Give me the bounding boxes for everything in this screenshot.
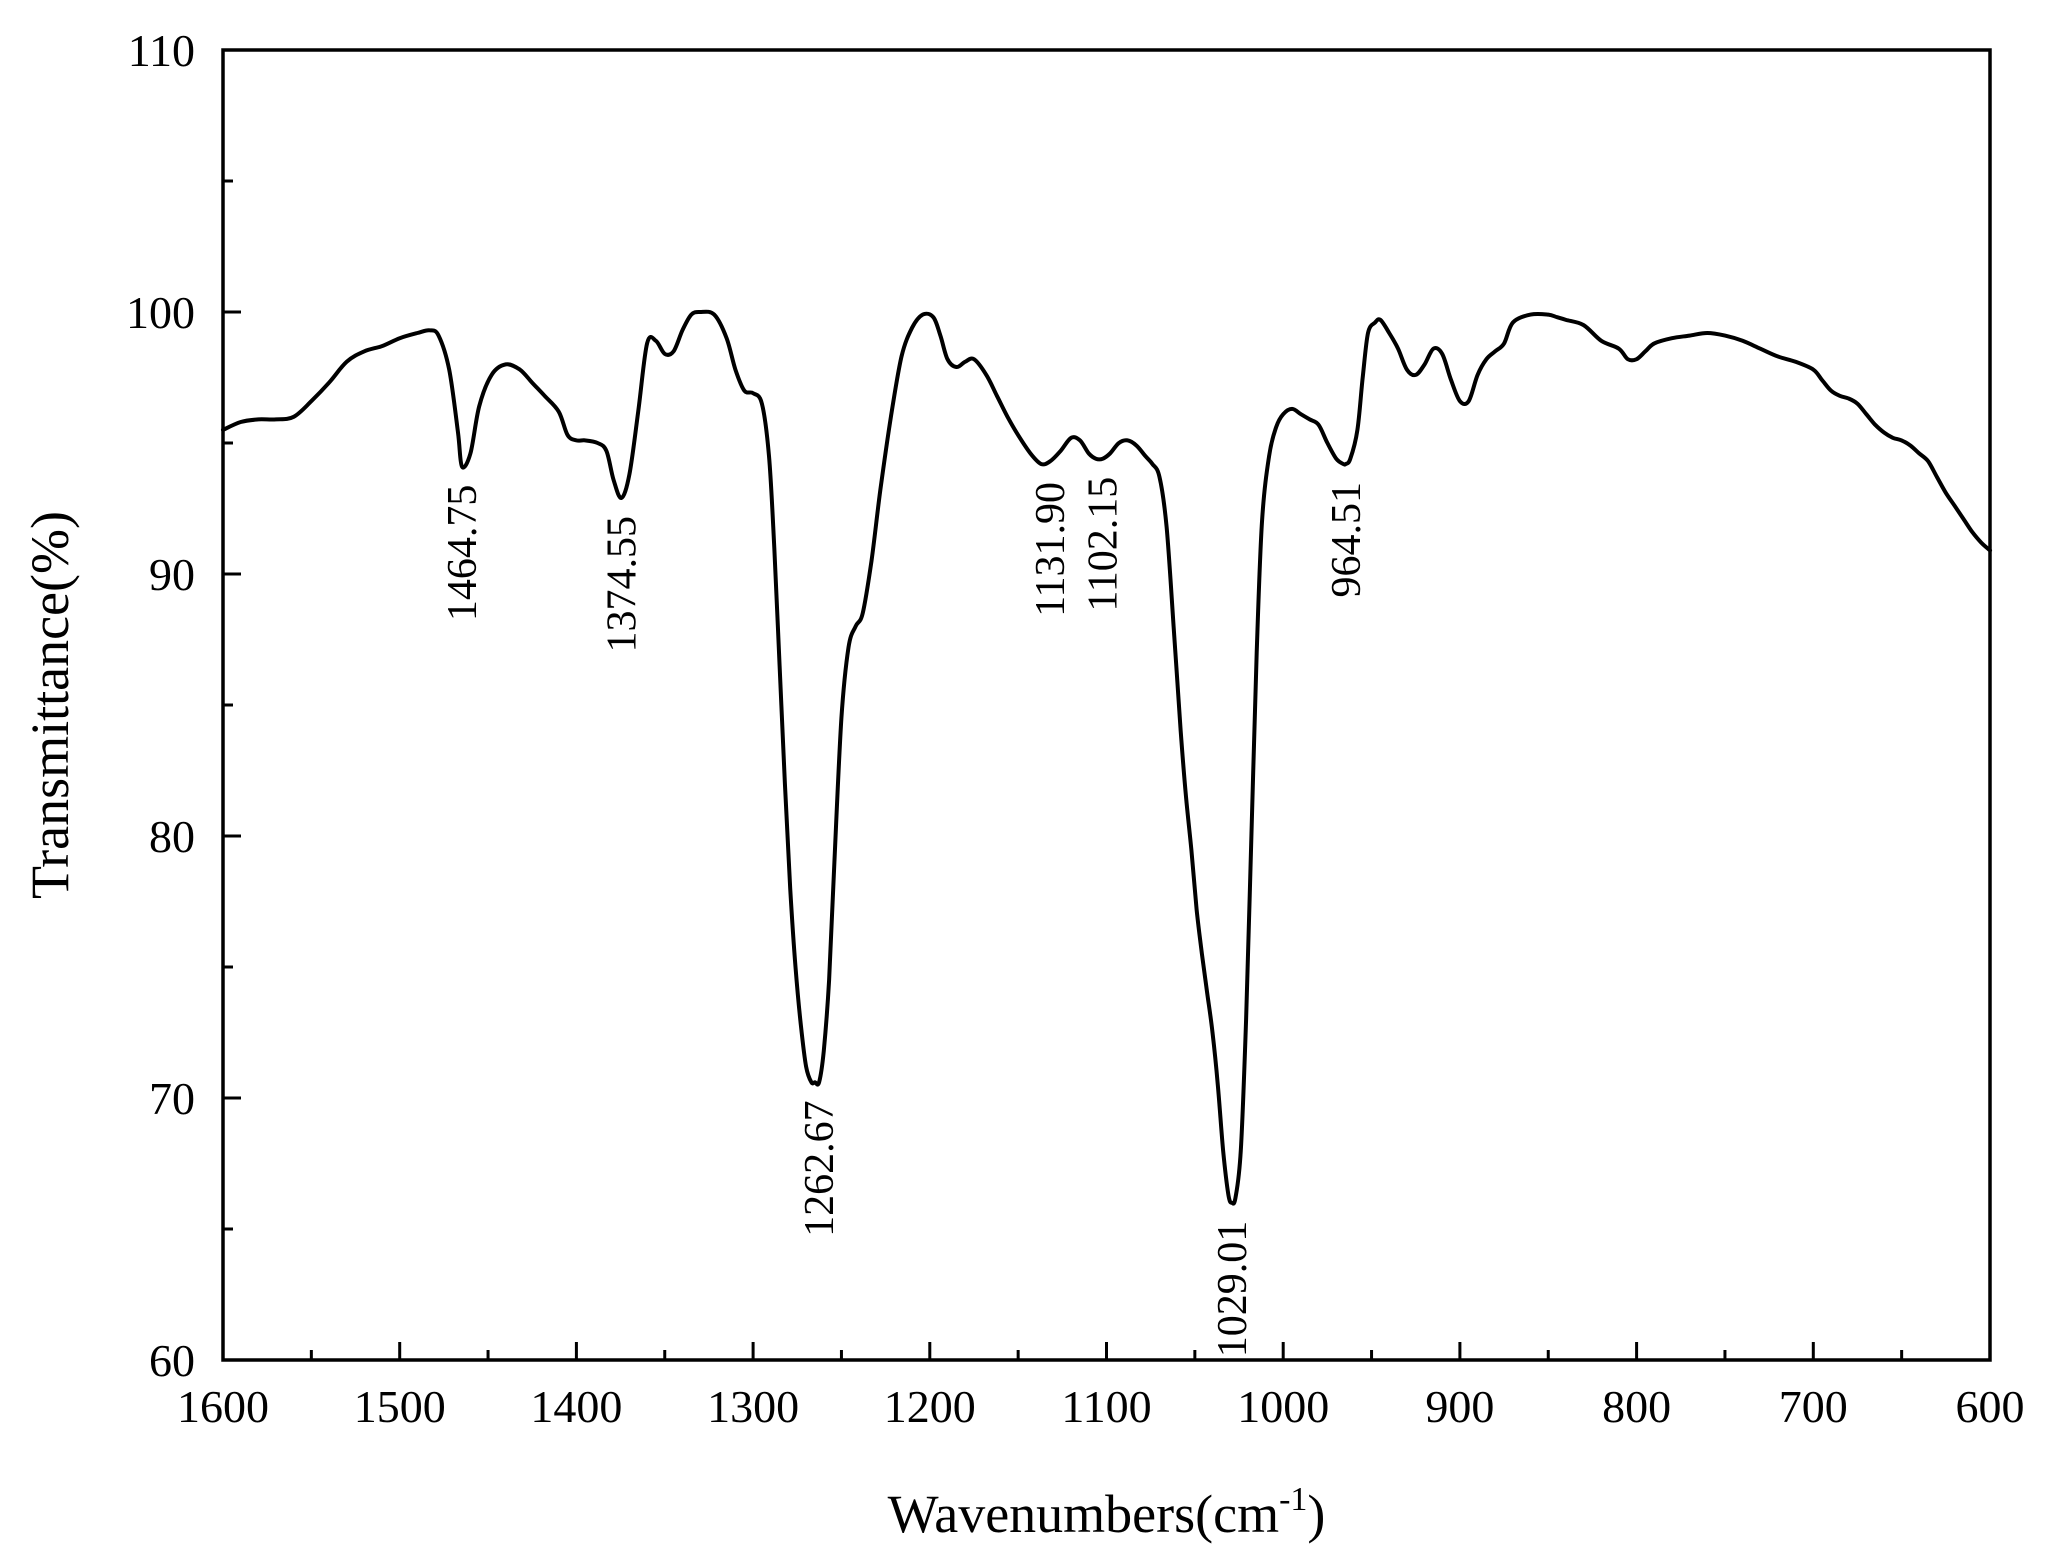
x-tick-label: 900 xyxy=(1425,1381,1494,1432)
y-tick-label: 60 xyxy=(149,1335,195,1386)
y-axis-ticks: 60 70 80 90 100 110 xyxy=(126,25,241,1386)
y-tick-label: 70 xyxy=(149,1073,195,1124)
y-tick-label: 90 xyxy=(149,549,195,600)
x-tick-label: 700 xyxy=(1779,1381,1848,1432)
peak-label: 1374.55 xyxy=(599,516,645,653)
plot-frame xyxy=(221,48,1992,1362)
x-tick-label: 800 xyxy=(1602,1381,1671,1432)
x-axis-title-superscript: -1 xyxy=(1279,1481,1307,1518)
y-tick-label: 100 xyxy=(126,287,195,338)
x-tick-label: 1200 xyxy=(884,1381,976,1432)
spectrum-line xyxy=(221,309,1992,1206)
peak-labels: 1464.75 1374.55 1262.67 1131.90 1102.15 1029.… xyxy=(440,477,1370,1358)
x-tick-label: 1300 xyxy=(707,1381,799,1432)
peak-label: 1262.67 xyxy=(797,1100,843,1237)
y-tick-label: 110 xyxy=(128,25,195,76)
x-axis-title-close: ) xyxy=(1307,1484,1325,1544)
x-axis-title: Wavenumbers(cm-1) xyxy=(888,1481,1326,1544)
peak-label: 1131.90 xyxy=(1028,482,1074,617)
x-tick-label: 1600 xyxy=(177,1381,269,1432)
x-tick-label: 1100 xyxy=(1061,1381,1151,1432)
x-tick-label: 1500 xyxy=(354,1381,446,1432)
x-tick-label: 600 xyxy=(1956,1381,2025,1432)
y-tick-label: 80 xyxy=(149,811,195,862)
x-axis-title-main: Wavenumbers(cm xyxy=(888,1484,1280,1544)
x-axis-ticks: 1600 1500 1400 1300 1200 1100 1000 900 800 700 600 xyxy=(177,1342,2025,1432)
peak-label: 964.51 xyxy=(1324,482,1370,598)
x-tick-label: 1400 xyxy=(530,1381,622,1432)
peak-label: 1464.75 xyxy=(440,485,486,622)
peak-label: 1029.01 xyxy=(1210,1221,1256,1358)
peak-label: 1102.15 xyxy=(1081,477,1127,612)
y-axis-title: Transmittance(%) xyxy=(20,511,80,899)
x-tick-label: 1000 xyxy=(1237,1381,1329,1432)
